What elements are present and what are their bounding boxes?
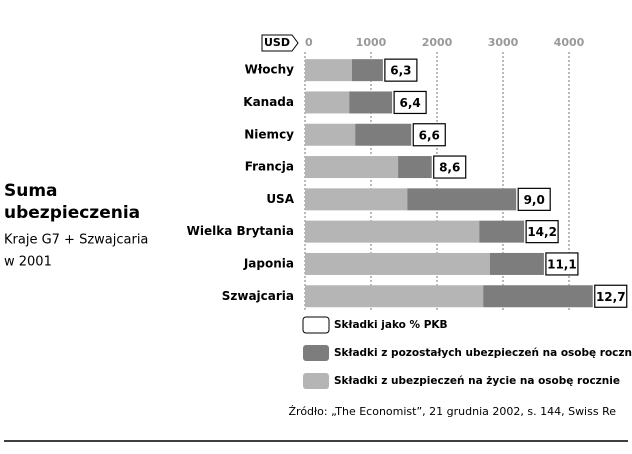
bar — [351, 59, 383, 82]
category-label: USA — [266, 192, 294, 206]
source: Źródło: „The Economist”, 21 grudnia 2002… — [289, 405, 617, 418]
legend-label: Składki z ubezpieczeń na życie na osobę … — [334, 375, 620, 387]
bar — [349, 91, 393, 114]
bar — [305, 59, 352, 82]
category-label: Włochy — [245, 63, 295, 77]
pkb-box — [525, 220, 559, 244]
legend-swatch — [303, 373, 329, 389]
bar — [305, 285, 484, 308]
bar — [305, 252, 490, 275]
axis-label-box — [261, 34, 299, 52]
category-label: Japonia — [243, 256, 294, 270]
bar — [305, 123, 356, 146]
pkb-label: 6,6 — [419, 128, 440, 142]
pkb-label: 9,0 — [524, 193, 545, 207]
pkb-box — [393, 90, 427, 115]
bar — [305, 91, 350, 114]
subtitle: Kraje G7 + Szwajcaria — [4, 233, 148, 248]
pkb-label: 11,1 — [547, 257, 577, 271]
bar — [305, 188, 408, 211]
legend-swatch — [303, 345, 329, 361]
pkb-label: 6,3 — [390, 64, 411, 78]
pkb-box — [545, 252, 579, 276]
pkb-label: 14,2 — [527, 225, 557, 239]
bar — [305, 156, 399, 179]
pkb-label: 8,6 — [439, 161, 460, 175]
subtitle: w 2001 — [4, 255, 52, 270]
bar — [305, 220, 480, 243]
legend-label: Składki z pozostałych ubezpieczeń na oso… — [334, 347, 632, 359]
pkb-box — [594, 284, 628, 308]
pkb-box — [412, 123, 446, 147]
pkb-label: 12,7 — [596, 290, 626, 304]
chart-title: ubezpieczenia — [4, 203, 140, 223]
bar — [479, 220, 525, 243]
category-label: Wielka Brytania — [187, 224, 294, 238]
bar — [489, 252, 544, 275]
pkb-label: 6,4 — [399, 96, 420, 110]
legend-label: Składki jako % PKB — [334, 319, 448, 331]
category-label: Szwajcaria — [222, 289, 294, 303]
x-tick-label: 1000 — [356, 36, 387, 49]
pkb-box — [433, 155, 467, 179]
x-tick-label: 3000 — [488, 36, 519, 49]
chart-title: Suma — [4, 181, 58, 201]
category-label: Kanada — [243, 95, 294, 109]
x-tick-label: 2000 — [422, 36, 453, 49]
pkb-box — [517, 187, 551, 211]
x-tick-label: 0 — [305, 36, 313, 49]
bar — [398, 156, 432, 179]
x-tick-label: 4000 — [554, 36, 585, 49]
axis-label: USD — [264, 36, 290, 49]
bar — [355, 123, 412, 146]
bar — [407, 188, 517, 211]
category-label: Francja — [245, 160, 294, 174]
category-label: Niemcy — [244, 127, 294, 141]
bar — [483, 285, 593, 308]
pkb-box — [384, 58, 418, 82]
legend-swatch — [302, 316, 330, 334]
